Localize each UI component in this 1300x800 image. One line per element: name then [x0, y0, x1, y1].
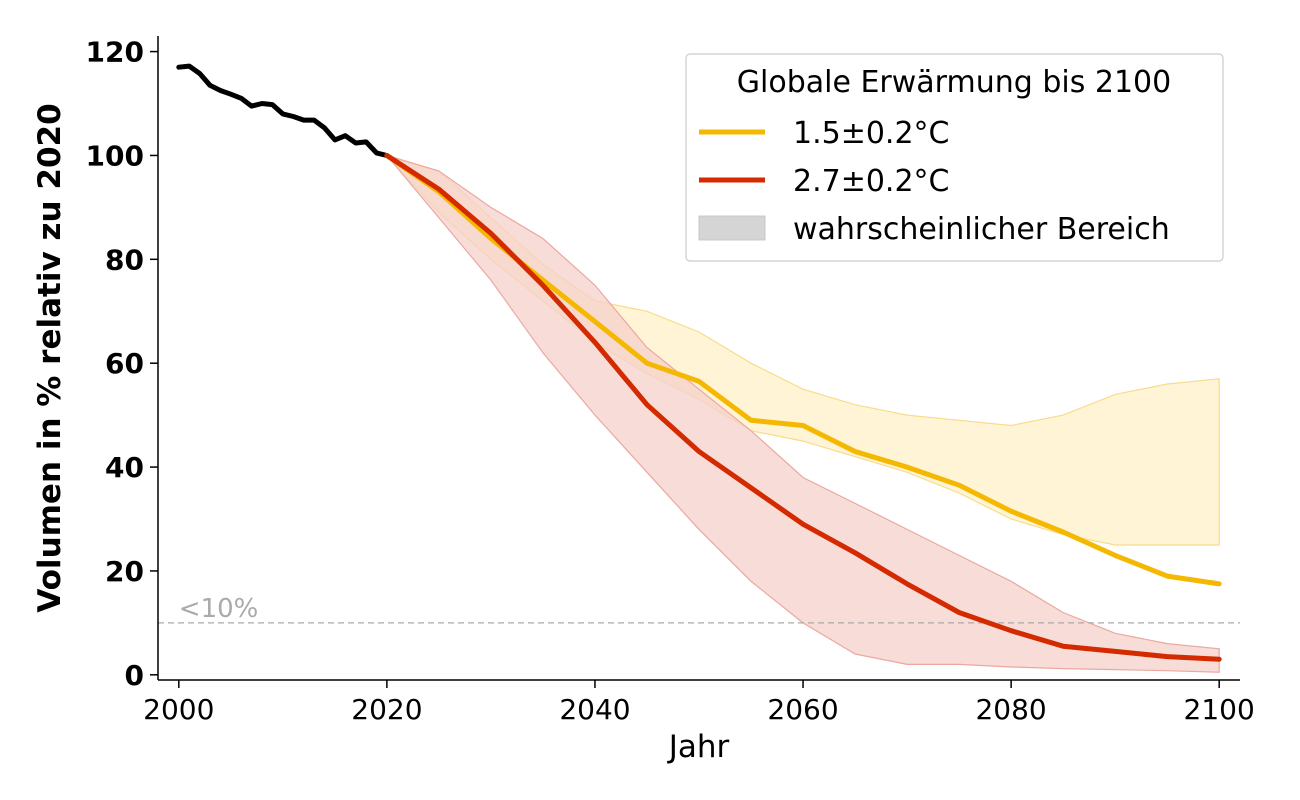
x-tick-label: 2040	[559, 693, 630, 726]
legend-entry-1-5-0-2-c-label: 1.5±0.2°C	[793, 116, 950, 151]
axes: 2000 2020 2040 2060 2080 2100 020406080100120…	[32, 36, 1255, 765]
x-tick-label: 2000	[143, 693, 214, 726]
x-tick-label: 2060	[767, 693, 838, 726]
x-tick-label: 2020	[351, 693, 422, 726]
y-tick-label: 80	[105, 243, 144, 276]
y-axis-title: Volumen in % relativ zu 2020	[32, 103, 68, 612]
legend-entry-2-7-0-2-c-label: 2.7±0.2°C	[793, 164, 950, 199]
series-lines	[176, 63, 1222, 662]
line-2-7-0-2-c	[384, 153, 1222, 662]
legend-box	[685, 53, 1224, 262]
x-ticks: 2000 2020 2040 2060 2080 2100	[143, 680, 1255, 726]
x-axis-title: Jahr	[667, 729, 730, 765]
threshold-group: <10%	[158, 594, 1240, 624]
legend-items: 1.5±0.2°C 2.7±0.2°C wahrscheinlicher Berei…	[698, 116, 1170, 247]
legend-entry-wahrscheinlicher-bereich-label: wahrscheinlicher Bereich	[793, 212, 1170, 247]
legend: Globale Erwärmung bis 2100 1.5±0.2°C 2.7±…	[685, 53, 1224, 262]
y-ticks: 0 20 40 60 80 100 120	[86, 36, 158, 692]
y-tick-label: 100	[86, 139, 144, 172]
line-historical	[176, 63, 390, 158]
legend-title: Globale Erwärmung bis 2100	[737, 65, 1171, 100]
threshold-label: <10%	[179, 594, 259, 624]
y-tick-label: 0	[125, 659, 144, 692]
x-tick-label: 2100	[1184, 693, 1255, 726]
y-tick-label: 40	[105, 451, 144, 484]
y-tick-label: 60	[105, 347, 144, 380]
x-tick-label: 2080	[975, 693, 1046, 726]
y-tick-label: 120	[86, 36, 144, 69]
y-tick-label: 20	[105, 555, 144, 588]
legend-entry-wahrscheinlicher-bereich-swatch	[698, 215, 766, 241]
